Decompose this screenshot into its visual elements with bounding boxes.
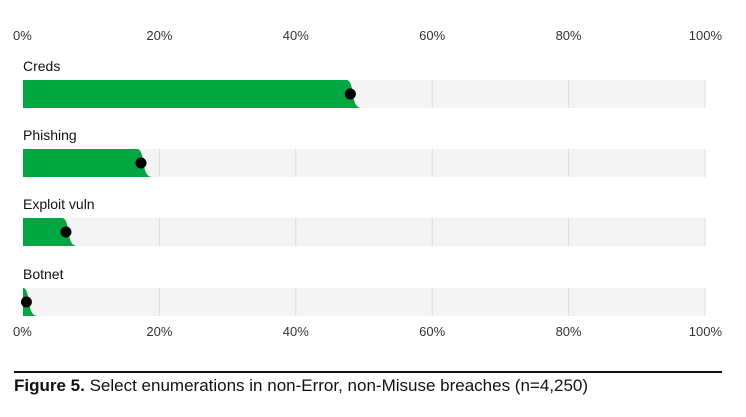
bar-track xyxy=(23,218,705,246)
figure-caption: Figure 5. Select enumerations in non-Err… xyxy=(14,371,722,396)
bar xyxy=(23,218,78,246)
category-label: Botnet xyxy=(23,266,64,282)
x-tick-label-bottom: 20% xyxy=(146,324,172,339)
category-label: Exploit vuln xyxy=(23,196,95,212)
caption-text: Select enumerations in non-Error, non-Mi… xyxy=(84,376,589,395)
caption-label: Figure 5. xyxy=(14,376,85,395)
x-tick-label-bottom: 40% xyxy=(283,324,309,339)
value-dot xyxy=(20,296,32,308)
x-tick-label-top: 0% xyxy=(13,28,32,43)
x-tick-label-bottom: 80% xyxy=(556,324,582,339)
value-dot xyxy=(344,88,356,100)
value-dot xyxy=(135,157,147,169)
category-label: Phishing xyxy=(23,127,77,143)
x-tick-label-top: 40% xyxy=(283,28,309,43)
bar-track xyxy=(23,288,705,316)
x-tick-label-top: 20% xyxy=(146,28,172,43)
bar xyxy=(23,80,363,108)
x-tick-label-top: 60% xyxy=(419,28,445,43)
x-tick-label-bottom: 100% xyxy=(689,324,723,339)
category-label: Creds xyxy=(23,58,60,74)
x-tick-label-bottom: 0% xyxy=(13,324,32,339)
bar xyxy=(23,149,153,177)
x-tick-label-top: 100% xyxy=(689,28,723,43)
x-tick-label-bottom: 60% xyxy=(419,324,445,339)
x-tick-label-top: 80% xyxy=(556,28,582,43)
value-dot xyxy=(60,226,72,238)
chart: 0% 0% 20% 20% 40% 40% 60% 60% 80% 80% 100% 100% Cred… xyxy=(13,28,723,339)
bar xyxy=(23,288,39,316)
